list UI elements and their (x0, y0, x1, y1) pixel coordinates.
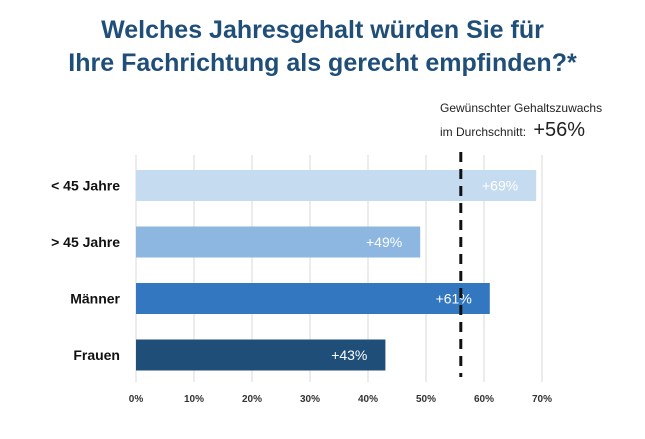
reference-label-line-2: im Durchschnitt: (440, 125, 527, 139)
category-label: Männer (70, 291, 120, 307)
chart-title-line-2: Ihre Fachrichtung als gerecht empfinden?… (68, 49, 577, 77)
x-tick-label: 50% (416, 394, 436, 405)
x-tick-label: 10% (184, 394, 204, 405)
value-label: +69% (482, 178, 518, 194)
x-tick-label: 0% (129, 394, 144, 405)
bar (136, 283, 490, 314)
bar (136, 170, 537, 201)
category-label: < 45 Jahre (51, 178, 120, 194)
x-tick-label: 40% (358, 394, 378, 405)
x-tick-label: 30% (300, 394, 320, 405)
x-tick-label: 70% (532, 394, 552, 405)
reference-value: +56% (533, 119, 586, 141)
reference-label-line-1: Gewünschter Gehaltszuwachs (440, 101, 603, 115)
chart-title-line-1: Welches Jahresgehalt würden Sie für (101, 16, 544, 44)
x-tick-label: 60% (474, 394, 494, 405)
category-label: Frauen (73, 347, 120, 363)
value-label: +61% (436, 291, 472, 307)
x-tick-label: 20% (242, 394, 262, 405)
reference-annotation: Gewünschter Gehaltszuwachs im Durchschni… (440, 100, 640, 140)
chart-title: Welches Jahresgehalt würden Sie für Ihre… (0, 14, 645, 80)
bar (136, 339, 386, 371)
value-label: +43% (331, 347, 367, 363)
category-label: > 45 Jahre (51, 234, 120, 250)
value-label: +49% (366, 234, 402, 250)
bar (136, 226, 421, 258)
